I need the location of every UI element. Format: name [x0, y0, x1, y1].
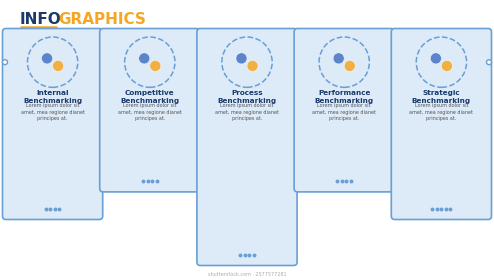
Circle shape	[2, 60, 7, 65]
FancyBboxPatch shape	[391, 29, 492, 220]
Circle shape	[247, 60, 258, 71]
Text: INFO: INFO	[20, 11, 62, 27]
Circle shape	[150, 60, 161, 71]
Circle shape	[333, 53, 344, 64]
Circle shape	[28, 37, 78, 87]
Text: Strategic
Benchmarking: Strategic Benchmarking	[412, 90, 471, 104]
Text: Lorem ipsum dolor sit
amet, mea regione dianet
principes at.: Lorem ipsum dolor sit amet, mea regione …	[215, 103, 279, 121]
Circle shape	[487, 60, 492, 65]
Text: Process
Benchmarking: Process Benchmarking	[217, 90, 277, 104]
Text: Performance
Benchmarking: Performance Benchmarking	[315, 90, 374, 104]
Text: Lorem ipsum dolor sit
amet, mea regione dianet
principes at.: Lorem ipsum dolor sit amet, mea regione …	[21, 103, 84, 121]
Text: shutterstock.com · 2577577281: shutterstock.com · 2577577281	[207, 272, 287, 277]
Circle shape	[319, 37, 370, 87]
Text: Internal
Benchmarking: Internal Benchmarking	[23, 90, 82, 104]
Circle shape	[52, 60, 64, 71]
Circle shape	[124, 37, 175, 87]
Text: Lorem ipsum dolor sit
amet, mea regione dianet
principes at.: Lorem ipsum dolor sit amet, mea regione …	[118, 103, 182, 121]
FancyBboxPatch shape	[2, 29, 103, 220]
FancyBboxPatch shape	[100, 29, 200, 192]
Circle shape	[344, 60, 355, 71]
FancyBboxPatch shape	[197, 29, 297, 265]
Circle shape	[416, 37, 466, 87]
FancyBboxPatch shape	[294, 29, 394, 192]
Text: Lorem ipsum dolor sit
amet, mea regione dianet
principes at.: Lorem ipsum dolor sit amet, mea regione …	[312, 103, 376, 121]
Circle shape	[442, 60, 453, 71]
Text: Competitive
Benchmarking: Competitive Benchmarking	[120, 90, 179, 104]
Circle shape	[430, 53, 442, 64]
Circle shape	[41, 53, 52, 64]
Circle shape	[222, 37, 272, 87]
Circle shape	[236, 53, 247, 64]
Text: GRAPHICS: GRAPHICS	[58, 11, 146, 27]
Circle shape	[139, 53, 150, 64]
Text: Lorem ipsum dolor sit
amet, mea regione dianet
principes at.: Lorem ipsum dolor sit amet, mea regione …	[410, 103, 473, 121]
